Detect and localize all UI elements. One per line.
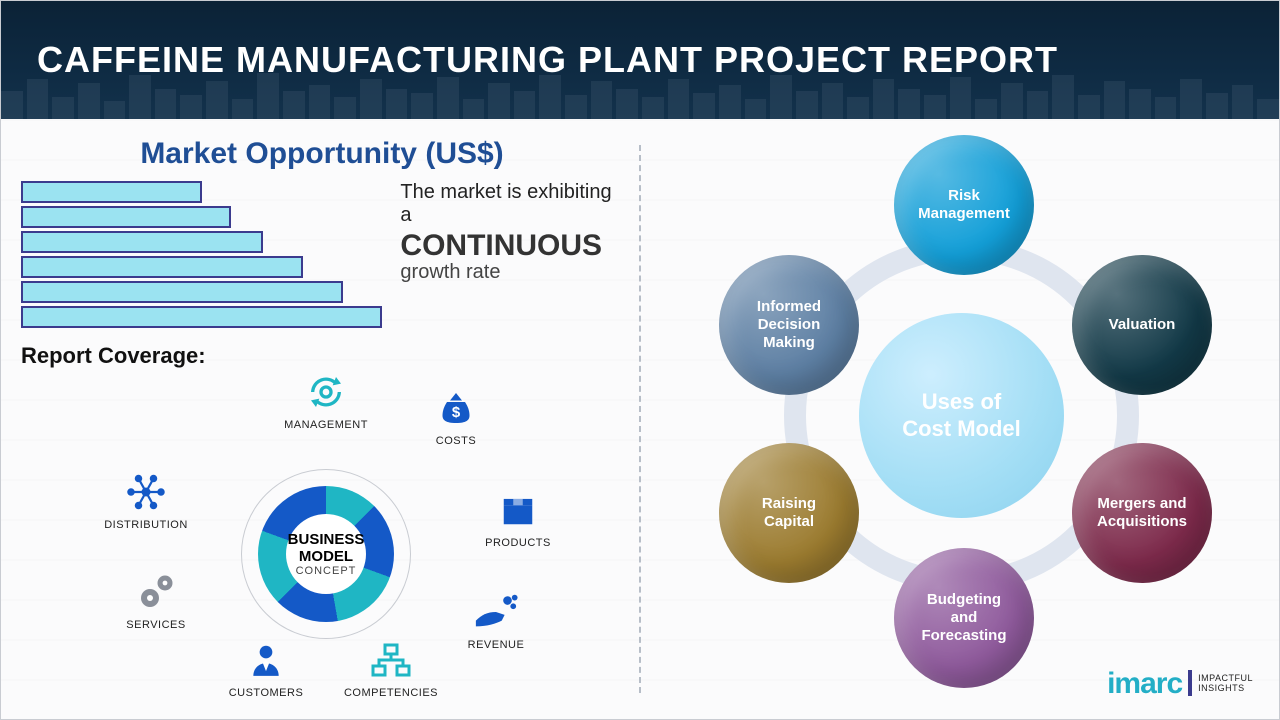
costs-icon: $ — [433, 385, 479, 431]
business-model-diagram: BUSINESS MODEL CONCEPT MANAGEMENT$COSTSP… — [111, 369, 541, 679]
brand-tag1: IMPACTFUL — [1198, 673, 1253, 683]
bm-node-label: DISTRIBUTION — [91, 519, 201, 531]
page-title: CAFFEINE MANUFACTURING PLANT PROJECT REP… — [37, 39, 1058, 81]
bm-node-management: MANAGEMENT — [271, 369, 381, 431]
distribution-icon — [123, 469, 169, 515]
customers-icon — [243, 637, 289, 683]
bm-node-competencies: COMPETENCIES — [336, 637, 446, 699]
brand-logo: imarc IMPACTFUL INSIGHTS — [1107, 667, 1253, 701]
competencies-icon — [368, 637, 414, 683]
brand-tagline: IMPACTFUL INSIGHTS — [1198, 674, 1253, 694]
market-bar — [21, 256, 303, 278]
bm-node-label: PRODUCTS — [463, 537, 573, 549]
cost-node-label: BudgetingandForecasting — [921, 591, 1006, 645]
header: CAFFEINE MANUFACTURING PLANT PROJECT REP… — [1, 1, 1279, 119]
cost-node-label: InformedDecisionMaking — [757, 298, 821, 352]
management-icon — [303, 369, 349, 415]
market-title: Market Opportunity (US$) — [21, 137, 623, 171]
bm-node-label: REVENUE — [441, 639, 551, 651]
market-bar — [21, 306, 382, 328]
growth-caption: The market is exhibiting a CONTINUOUS gr… — [400, 181, 623, 284]
bm-node-label: COSTS — [401, 435, 511, 447]
bm-node-label: COMPETENCIES — [336, 687, 446, 699]
market-bar — [21, 206, 231, 228]
market-bar — [21, 181, 202, 203]
cost-node-label: RiskManagement — [918, 187, 1010, 223]
bm-line3: CONCEPT — [296, 565, 357, 577]
bm-node-customers: CUSTOMERS — [211, 637, 321, 699]
brand-name: imarc — [1107, 667, 1182, 701]
cost-node-mergers: Mergers andAcquisitions — [1072, 443, 1212, 583]
cost-node-valuation: Valuation — [1072, 255, 1212, 395]
body: Market Opportunity (US$) The market is e… — [1, 119, 1279, 719]
cost-node-label: RaisingCapital — [762, 495, 816, 531]
services-icon — [133, 569, 179, 615]
bm-node-revenue: REVENUE — [441, 589, 551, 651]
left-panel: Market Opportunity (US$) The market is e… — [1, 119, 641, 719]
cost-node-raising: RaisingCapital — [719, 443, 859, 583]
growth-line1: The market is exhibiting a — [400, 181, 623, 227]
revenue-icon — [473, 589, 519, 635]
cost-model-center-label: Uses ofCost Model — [902, 389, 1021, 442]
bm-line2: MODEL — [299, 548, 353, 565]
cost-node-risk: RiskManagement — [894, 135, 1034, 275]
cost-node-budgeting: BudgetingandForecasting — [894, 548, 1034, 688]
cost-model-center: Uses ofCost Model — [859, 313, 1064, 518]
market-bar — [21, 231, 263, 253]
bm-node-label: MANAGEMENT — [271, 419, 381, 431]
infographic-page: CAFFEINE MANUFACTURING PLANT PROJECT REP… — [0, 0, 1280, 720]
bm-node-products: PRODUCTS — [463, 487, 573, 549]
bm-node-label: SERVICES — [101, 619, 211, 631]
bm-node-label: CUSTOMERS — [211, 687, 321, 699]
growth-big: CONTINUOUS — [400, 229, 623, 263]
market-row: The market is exhibiting a CONTINUOUS gr… — [21, 181, 623, 331]
growth-line2: growth rate — [400, 261, 623, 284]
bm-line1: BUSINESS — [288, 531, 365, 548]
cost-node-informed: InformedDecisionMaking — [719, 255, 859, 395]
report-coverage-title: Report Coverage: — [21, 343, 623, 369]
cost-node-label: Mergers andAcquisitions — [1097, 495, 1187, 531]
bm-node-costs: $ COSTS — [401, 385, 511, 447]
svg-text:$: $ — [452, 404, 461, 421]
right-panel: Uses ofCost Model RiskManagement Valuatio… — [639, 119, 1279, 719]
bm-node-distribution: DISTRIBUTION — [91, 469, 201, 531]
market-bar — [21, 281, 343, 303]
bm-node-services: SERVICES — [101, 569, 211, 631]
cost-model-diagram: Uses ofCost Model RiskManagement Valuatio… — [679, 143, 1239, 663]
business-model-center: BUSINESS MODEL CONCEPT — [241, 469, 411, 639]
brand-tag2: INSIGHTS — [1198, 683, 1245, 693]
products-icon — [495, 487, 541, 533]
cost-node-label: Valuation — [1109, 316, 1176, 334]
brand-divider — [1188, 670, 1192, 696]
market-bar-chart — [21, 181, 382, 331]
